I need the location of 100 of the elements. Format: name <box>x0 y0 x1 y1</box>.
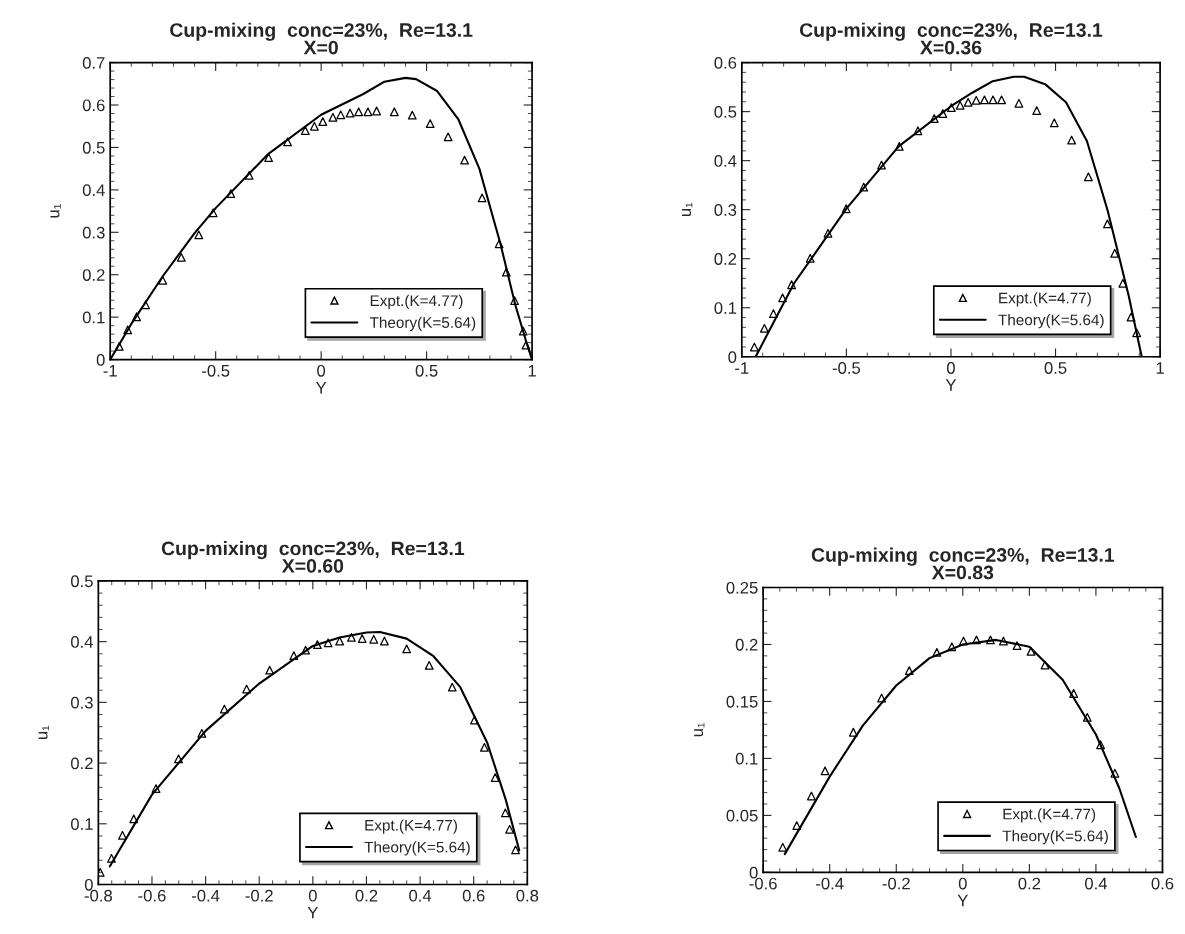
point <box>123 325 133 335</box>
point <box>289 651 299 661</box>
point <box>158 275 168 285</box>
point <box>129 814 139 824</box>
y-axis-title: u₁ <box>682 202 693 217</box>
y-axis-title: u₁ <box>694 722 705 737</box>
x-axis-title: Y <box>315 381 327 394</box>
point <box>264 153 274 163</box>
y-tick-label: 0.1 <box>82 311 105 324</box>
chart-title: Cup-mixing conc=23%, Re=13.1 X=0 <box>170 22 473 55</box>
chart-title: Cup-mixing conc=23%, Re=13.1 X=0.36 <box>799 22 1103 55</box>
y-tick-label: 0.6 <box>714 56 737 69</box>
point <box>904 666 914 676</box>
point <box>979 95 989 105</box>
point <box>372 106 382 116</box>
point <box>749 342 759 352</box>
x-tick-label: 0.6 <box>462 889 485 902</box>
point <box>521 340 531 350</box>
point <box>805 253 815 263</box>
x-tick-label: -0.2 <box>882 877 910 890</box>
point <box>505 824 515 834</box>
point <box>226 189 236 199</box>
y-tick-label: 0.4 <box>70 636 94 648</box>
y-tick-label: 0.3 <box>82 226 105 239</box>
point <box>1132 328 1142 338</box>
point <box>118 830 127 840</box>
y-tick-label: 0.25 <box>726 581 758 594</box>
point <box>477 193 487 203</box>
point <box>913 126 923 136</box>
x-tick-label: -0.6 <box>749 877 777 890</box>
point <box>894 141 904 151</box>
point <box>363 107 373 117</box>
point <box>1069 689 1079 698</box>
x-tick-label: 0.5 <box>1044 362 1067 374</box>
x-tick-label: -0.5 <box>202 364 230 377</box>
point <box>132 312 141 322</box>
point <box>1110 248 1120 258</box>
point <box>494 239 504 249</box>
y-tick-label: 0 <box>749 866 758 879</box>
point <box>823 228 833 238</box>
legend-label: Expt.(K=4.77) <box>365 819 457 834</box>
point <box>323 638 333 648</box>
point <box>424 660 434 670</box>
x-tick-label: -0.4 <box>816 877 844 890</box>
point <box>1096 740 1106 750</box>
y-tick-label: 0.2 <box>714 253 737 265</box>
point <box>301 645 311 655</box>
legend-label: Theory(K=5.64) <box>364 841 470 856</box>
point <box>336 110 346 120</box>
x-axis-title: Y <box>957 894 968 907</box>
point <box>318 117 328 126</box>
point <box>848 727 858 737</box>
point <box>997 95 1007 105</box>
x-axis-title: Y <box>307 906 319 919</box>
point <box>1014 98 1024 108</box>
point <box>511 845 520 855</box>
point <box>208 208 218 218</box>
point <box>328 112 338 122</box>
point <box>335 636 345 646</box>
point <box>938 109 948 119</box>
point <box>1126 312 1136 322</box>
legend-label: Expt.(K=4.77) <box>370 294 463 310</box>
point <box>820 766 830 776</box>
point <box>114 342 124 351</box>
y-tick-label: 0.05 <box>726 809 758 822</box>
point <box>877 160 886 170</box>
y-tick-label: 0 <box>96 353 105 366</box>
point <box>242 684 252 694</box>
point <box>500 808 510 818</box>
point <box>1083 172 1093 182</box>
y-tick-label: 0.7 <box>82 56 105 69</box>
point <box>1032 106 1042 116</box>
y-tick-label: 0.5 <box>714 106 737 118</box>
point <box>768 309 778 319</box>
point <box>806 791 816 801</box>
point <box>283 137 293 147</box>
y-tick-label: 0.4 <box>714 155 737 167</box>
point <box>998 636 1008 646</box>
point <box>479 742 489 752</box>
point <box>379 636 389 646</box>
point <box>176 252 186 262</box>
x-tick-label: 0.5 <box>415 364 438 377</box>
x-tick-label: 0 <box>958 877 967 890</box>
point <box>1102 219 1112 229</box>
chart-title: Cup-mixing conc=23%, Re=13.1 X=0.60 <box>161 541 465 573</box>
point <box>443 132 453 142</box>
point <box>1012 641 1022 651</box>
point <box>425 119 435 129</box>
point <box>354 107 364 117</box>
x-tick-label: 0 <box>308 889 317 902</box>
point <box>963 97 973 107</box>
point <box>174 754 183 764</box>
x-axis-title: Y <box>945 379 957 391</box>
point <box>841 204 851 214</box>
point <box>1026 646 1036 656</box>
point <box>107 853 116 863</box>
point <box>347 632 356 642</box>
point <box>959 636 968 646</box>
point <box>460 155 469 165</box>
point <box>778 293 788 303</box>
